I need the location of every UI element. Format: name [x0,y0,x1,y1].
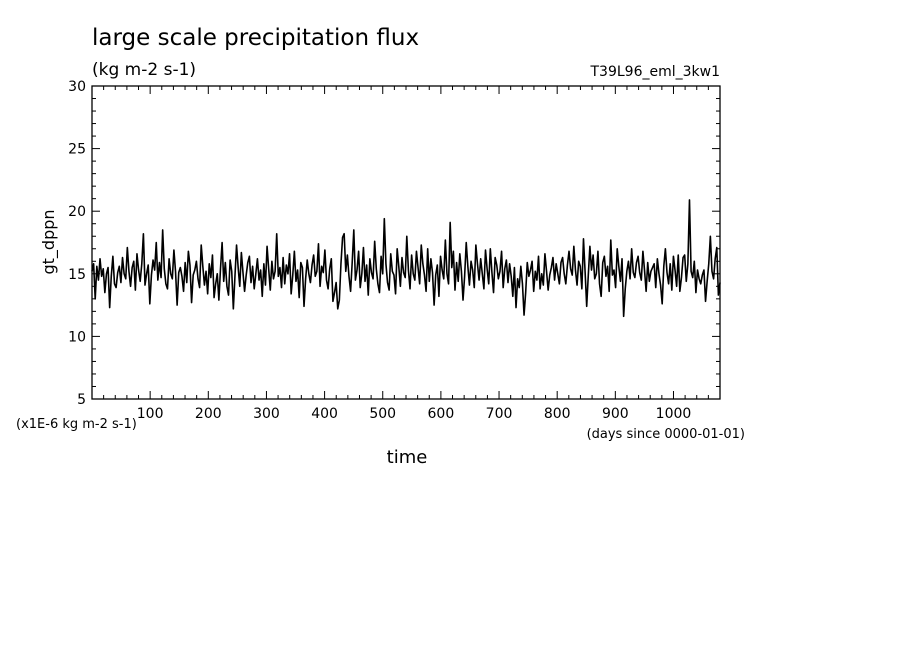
y-tick-label: 10 [68,329,86,345]
chart-title: large scale precipitation flux [92,25,419,51]
y-axis-label: gt_dppn [39,209,59,274]
axis-ticks [92,85,720,400]
x-tick-label: 900 [602,406,629,422]
x-tick-label: 200 [195,406,222,422]
x-tick-label: 100 [137,406,164,422]
y-tick-label: 25 [68,142,86,158]
y-tick-label: 20 [68,204,86,220]
x-units-note: (days since 0000-01-01) [587,427,745,442]
y-tick-label: 5 [77,392,86,408]
y-tick-label: 15 [68,267,86,283]
run-label: T39L96_eml_3kw1 [590,64,721,80]
y-scale-note: (x1E-6 kg m-2 s-1) [16,417,137,432]
x-tick-label: 1000 [656,406,692,422]
y-tick-labels: 5 10 15 20 25 30 [68,79,86,408]
x-tick-label: 700 [486,406,513,422]
x-tick-label: 300 [253,406,280,422]
x-tick-label: 500 [369,406,396,422]
x-axis-label: time [387,447,428,468]
series-line [91,199,721,318]
chart-units: (kg m-2 s-1) [92,60,196,80]
x-tick-label: 800 [544,406,571,422]
x-tick-label: 400 [311,406,338,422]
y-tick-label: 30 [68,79,86,95]
x-tick-labels: 100 200 300 400 500 600 700 800 900 1000 [137,406,692,422]
x-tick-label: 600 [428,406,455,422]
